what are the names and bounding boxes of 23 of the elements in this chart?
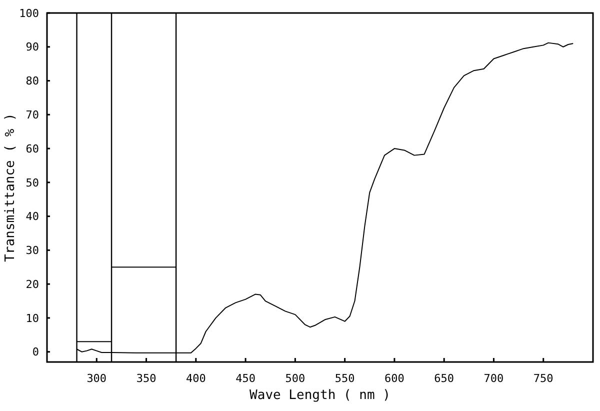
x-tick-label: 700 bbox=[484, 372, 504, 385]
y-tick-label: 10 bbox=[26, 312, 39, 325]
y-tick-label: 100 bbox=[19, 6, 39, 20]
x-tick-label: 600 bbox=[384, 372, 404, 385]
x-axis-title: Wave Length ( nm ) bbox=[250, 388, 390, 403]
x-tick-label: 750 bbox=[533, 372, 554, 385]
y-tick-label: 90 bbox=[26, 40, 39, 54]
y-axis-title: Transmittance ( % ) bbox=[3, 113, 18, 262]
y-tick-label: 20 bbox=[26, 278, 39, 291]
y-tick-label: 70 bbox=[26, 108, 39, 122]
y-tick-label: 80 bbox=[26, 74, 39, 88]
x-tick-label: 350 bbox=[136, 372, 156, 385]
y-tick-label: 0 bbox=[32, 346, 39, 359]
x-tick-label: 500 bbox=[285, 372, 306, 385]
x-tick-label: 450 bbox=[236, 372, 256, 385]
y-tick-label: 60 bbox=[26, 142, 39, 156]
y-tick-label: 50 bbox=[26, 176, 39, 190]
y-tick-label: 30 bbox=[26, 244, 39, 258]
x-tick-label: 650 bbox=[434, 372, 454, 385]
x-tick-label: 400 bbox=[186, 372, 206, 385]
x-tick-label: 550 bbox=[334, 372, 355, 385]
y-tick-label: 40 bbox=[26, 210, 39, 224]
x-tick-label: 300 bbox=[86, 372, 107, 385]
